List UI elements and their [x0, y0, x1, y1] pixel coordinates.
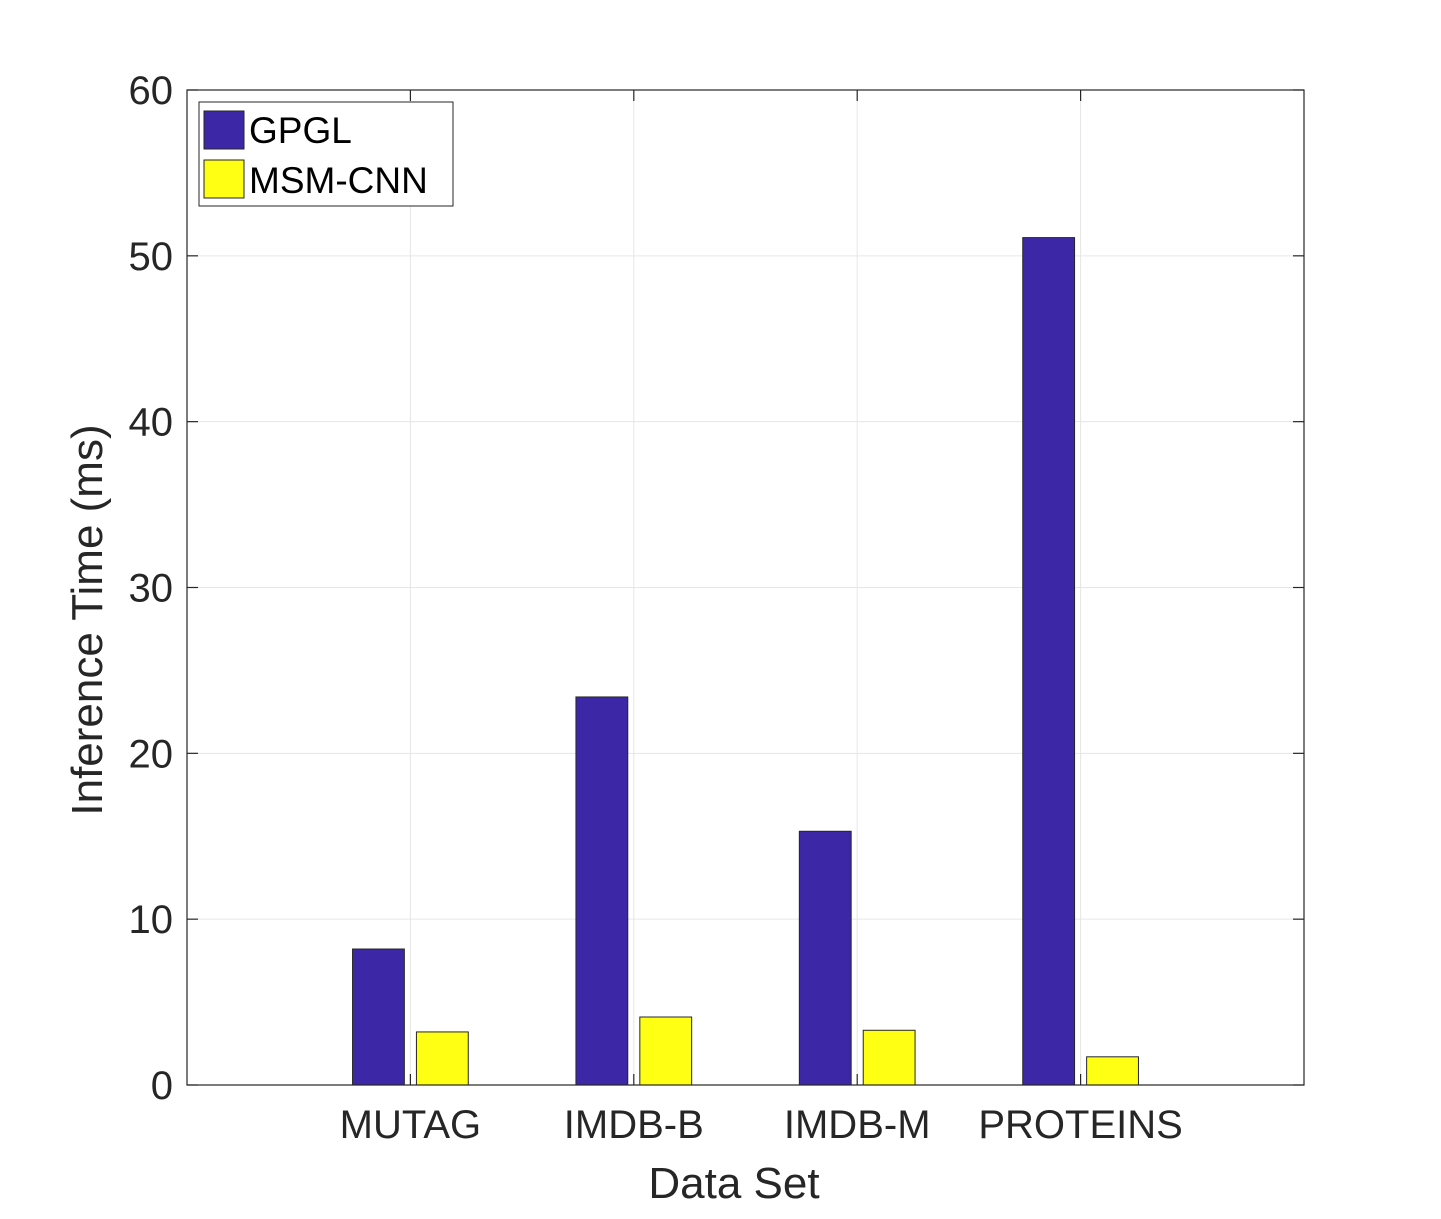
legend-swatch-gpgl	[203, 110, 245, 150]
grid-lines	[187, 89, 1304, 1086]
x-tick-label-imdb-m: IMDB-M	[784, 1103, 931, 1147]
legend-swatch-msm-cnn	[203, 159, 245, 199]
y-tick-labels: 0 10 20 30 40 50 60	[129, 69, 174, 1108]
x-tick-labels: MUTAG IMDB-B IMDB-M PROTEINS	[340, 1103, 1183, 1147]
bar-gpgl-imdb-b	[575, 696, 629, 1086]
axis-ticks	[187, 89, 1304, 1086]
y-tick-label: 20	[129, 732, 174, 776]
legend-label-gpgl: GPGL	[249, 110, 352, 151]
legend: GPGL MSM-CNN	[198, 101, 454, 207]
bars	[352, 237, 1139, 1086]
y-tick-label: 30	[129, 567, 174, 611]
y-axis-label: Inference Time (ms)	[63, 424, 112, 815]
bar-gpgl-mutag	[352, 948, 405, 1086]
legend-label-msm-cnn: MSM-CNN	[249, 160, 428, 201]
bar-msm-cnn-imdb-b	[639, 1016, 693, 1086]
y-tick-label: 0	[151, 1064, 173, 1108]
bar-msm-cnn-mutag	[415, 1031, 469, 1086]
y-tick-label: 10	[129, 898, 174, 942]
bar-msm-cnn-imdb-m	[862, 1029, 916, 1086]
x-tick-label-proteins: PROTEINS	[978, 1103, 1182, 1147]
x-axis-label: Data Set	[648, 1159, 819, 1208]
y-tick-label: 40	[129, 401, 174, 445]
bar-gpgl-proteins	[1022, 237, 1076, 1086]
x-tick-label-imdb-b: IMDB-B	[564, 1103, 704, 1147]
bar-msm-cnn-proteins	[1086, 1056, 1139, 1086]
y-tick-label: 60	[129, 69, 174, 113]
x-tick-label-mutag: MUTAG	[340, 1103, 481, 1147]
bar-gpgl-imdb-m	[798, 830, 852, 1086]
y-tick-label: 50	[129, 235, 174, 279]
